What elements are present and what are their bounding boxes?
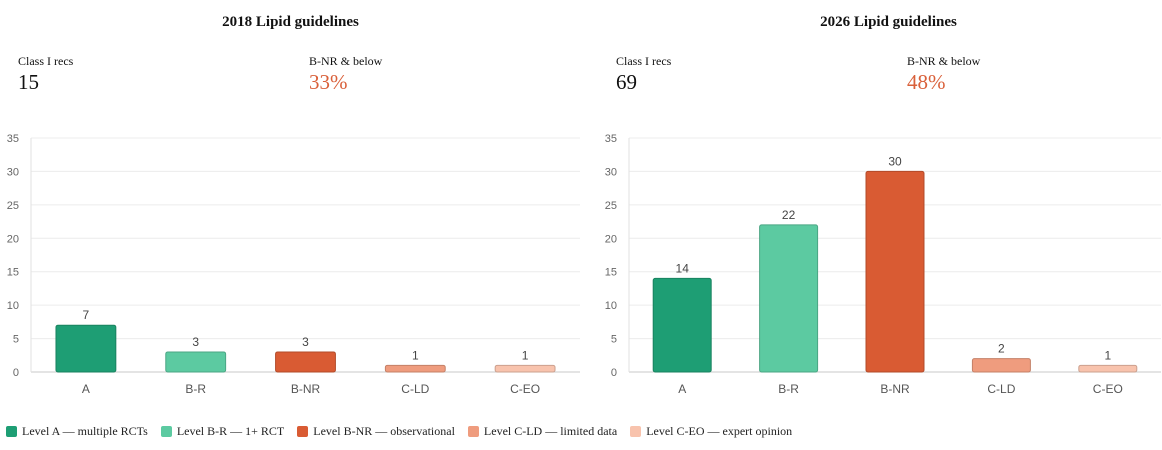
x-tick-label: A [678,382,686,396]
y-tick-label: 20 [605,233,617,245]
bar-c-eo [1078,364,1138,373]
bar-b-r [759,224,819,373]
class1-label: Class I recs [616,54,672,68]
legend-item-level-a: Level A — multiple RCTs [6,424,148,439]
class1-value: 15 [18,70,39,94]
legend-item-level-c-eo: Level C-EO — expert opinion [630,424,792,439]
class1-stat: Class I recs 15 [18,53,73,95]
data-label: 3 [302,335,309,349]
legend-label: Level B-R — 1+ RCT [176,424,285,438]
x-tick-label: C-EO [1093,382,1123,396]
bnr-stat: B-NR & below 48% [907,53,980,95]
legend-swatch [160,426,172,437]
legend-swatch [297,426,309,437]
class1-label: Class I recs [18,54,74,68]
bnr-label: B-NR & below [309,54,383,68]
data-label: 22 [782,208,796,222]
y-tick-label: 20 [7,233,19,245]
data-label: 3 [192,335,199,349]
chart-panel-2026: 2026 Lipid guidelines Class I recs 69 B-… [598,0,1162,410]
y-tick-label: 0 [13,367,19,379]
bnr-label: B-NR & below [907,54,981,68]
y-tick-label: 25 [7,200,19,212]
x-tick-label: C-EO [510,382,540,396]
legend-label: Level A — multiple RCTs [22,424,148,438]
bar-b-nr [865,170,925,373]
x-tick-label: A [82,382,90,396]
y-tick-label: 15 [7,267,19,279]
y-tick-label: 25 [605,200,617,212]
class1-value: 69 [616,70,637,94]
data-label: 1 [522,348,529,362]
data-label: 1 [412,348,419,362]
y-tick-label: 10 [605,300,617,312]
panel-title: 2026 Lipid guidelines [820,14,957,30]
x-tick-label: C-LD [401,382,429,396]
chart-legend: Level A — multiple RCTs Level B-R — 1+ R… [6,424,805,439]
bar-chart-2026: 0 5 10 15 20 25 30 35 14 A 22 B-R 30 B-NR 2 C-LD 1 C-EO [605,133,1161,396]
bnr-value: 48% [907,70,946,94]
bar-a [652,277,712,373]
legend-swatch [6,426,17,437]
y-tick-label: 35 [605,133,617,145]
bar-c-eo [494,364,556,373]
legend-item-level-b-r: Level B-R — 1+ RCT [160,424,285,439]
bar-a [55,324,117,373]
data-label: 2 [998,342,1005,356]
legend-item-level-c-ld: Level C-LD — limited data [467,424,618,439]
data-label: 7 [83,308,90,322]
data-label: 14 [676,261,690,275]
x-tick-label: C-LD [987,382,1015,396]
class1-stat: Class I recs 69 [616,53,671,95]
legend-swatch [467,426,479,437]
legend-label: Level B-NR — observational [313,424,455,438]
panel-title: 2018 Lipid guidelines [222,14,359,30]
bar-b-r [165,351,227,373]
bnr-value: 33% [309,70,348,94]
x-tick-label: B-R [185,382,206,396]
legend-label: Level C-LD — limited data [483,424,618,438]
chart-panel-2018: 2018 Lipid guidelines Class I recs 15 B-… [0,0,581,410]
y-tick-label: 30 [605,166,617,178]
y-tick-label: 30 [7,166,19,178]
x-tick-label: B-NR [291,382,321,396]
legend-item-level-b-nr: Level B-NR — observational [297,424,455,439]
y-tick-label: 5 [611,334,617,346]
data-label: 1 [1104,348,1111,362]
y-tick-label: 10 [7,300,19,312]
data-label: 30 [888,154,902,168]
y-tick-label: 5 [13,334,19,346]
y-tick-label: 15 [605,267,617,279]
legend-swatch [630,426,642,437]
bnr-stat: B-NR & below 33% [309,53,382,95]
bar-c-ld [384,364,446,373]
bar-b-nr [275,351,336,373]
x-tick-label: B-NR [880,382,910,396]
y-tick-label: 35 [7,133,19,145]
y-tick-label: 0 [611,367,617,379]
x-tick-label: B-R [778,382,799,396]
bar-chart-2018: 0 5 10 15 20 25 30 35 7 A 3 B-R 3 B-NR 1 C-LD 1 C-EO [7,133,580,396]
legend-label: Level C-EO — expert opinion [646,424,793,438]
bar-c-ld [971,358,1031,373]
